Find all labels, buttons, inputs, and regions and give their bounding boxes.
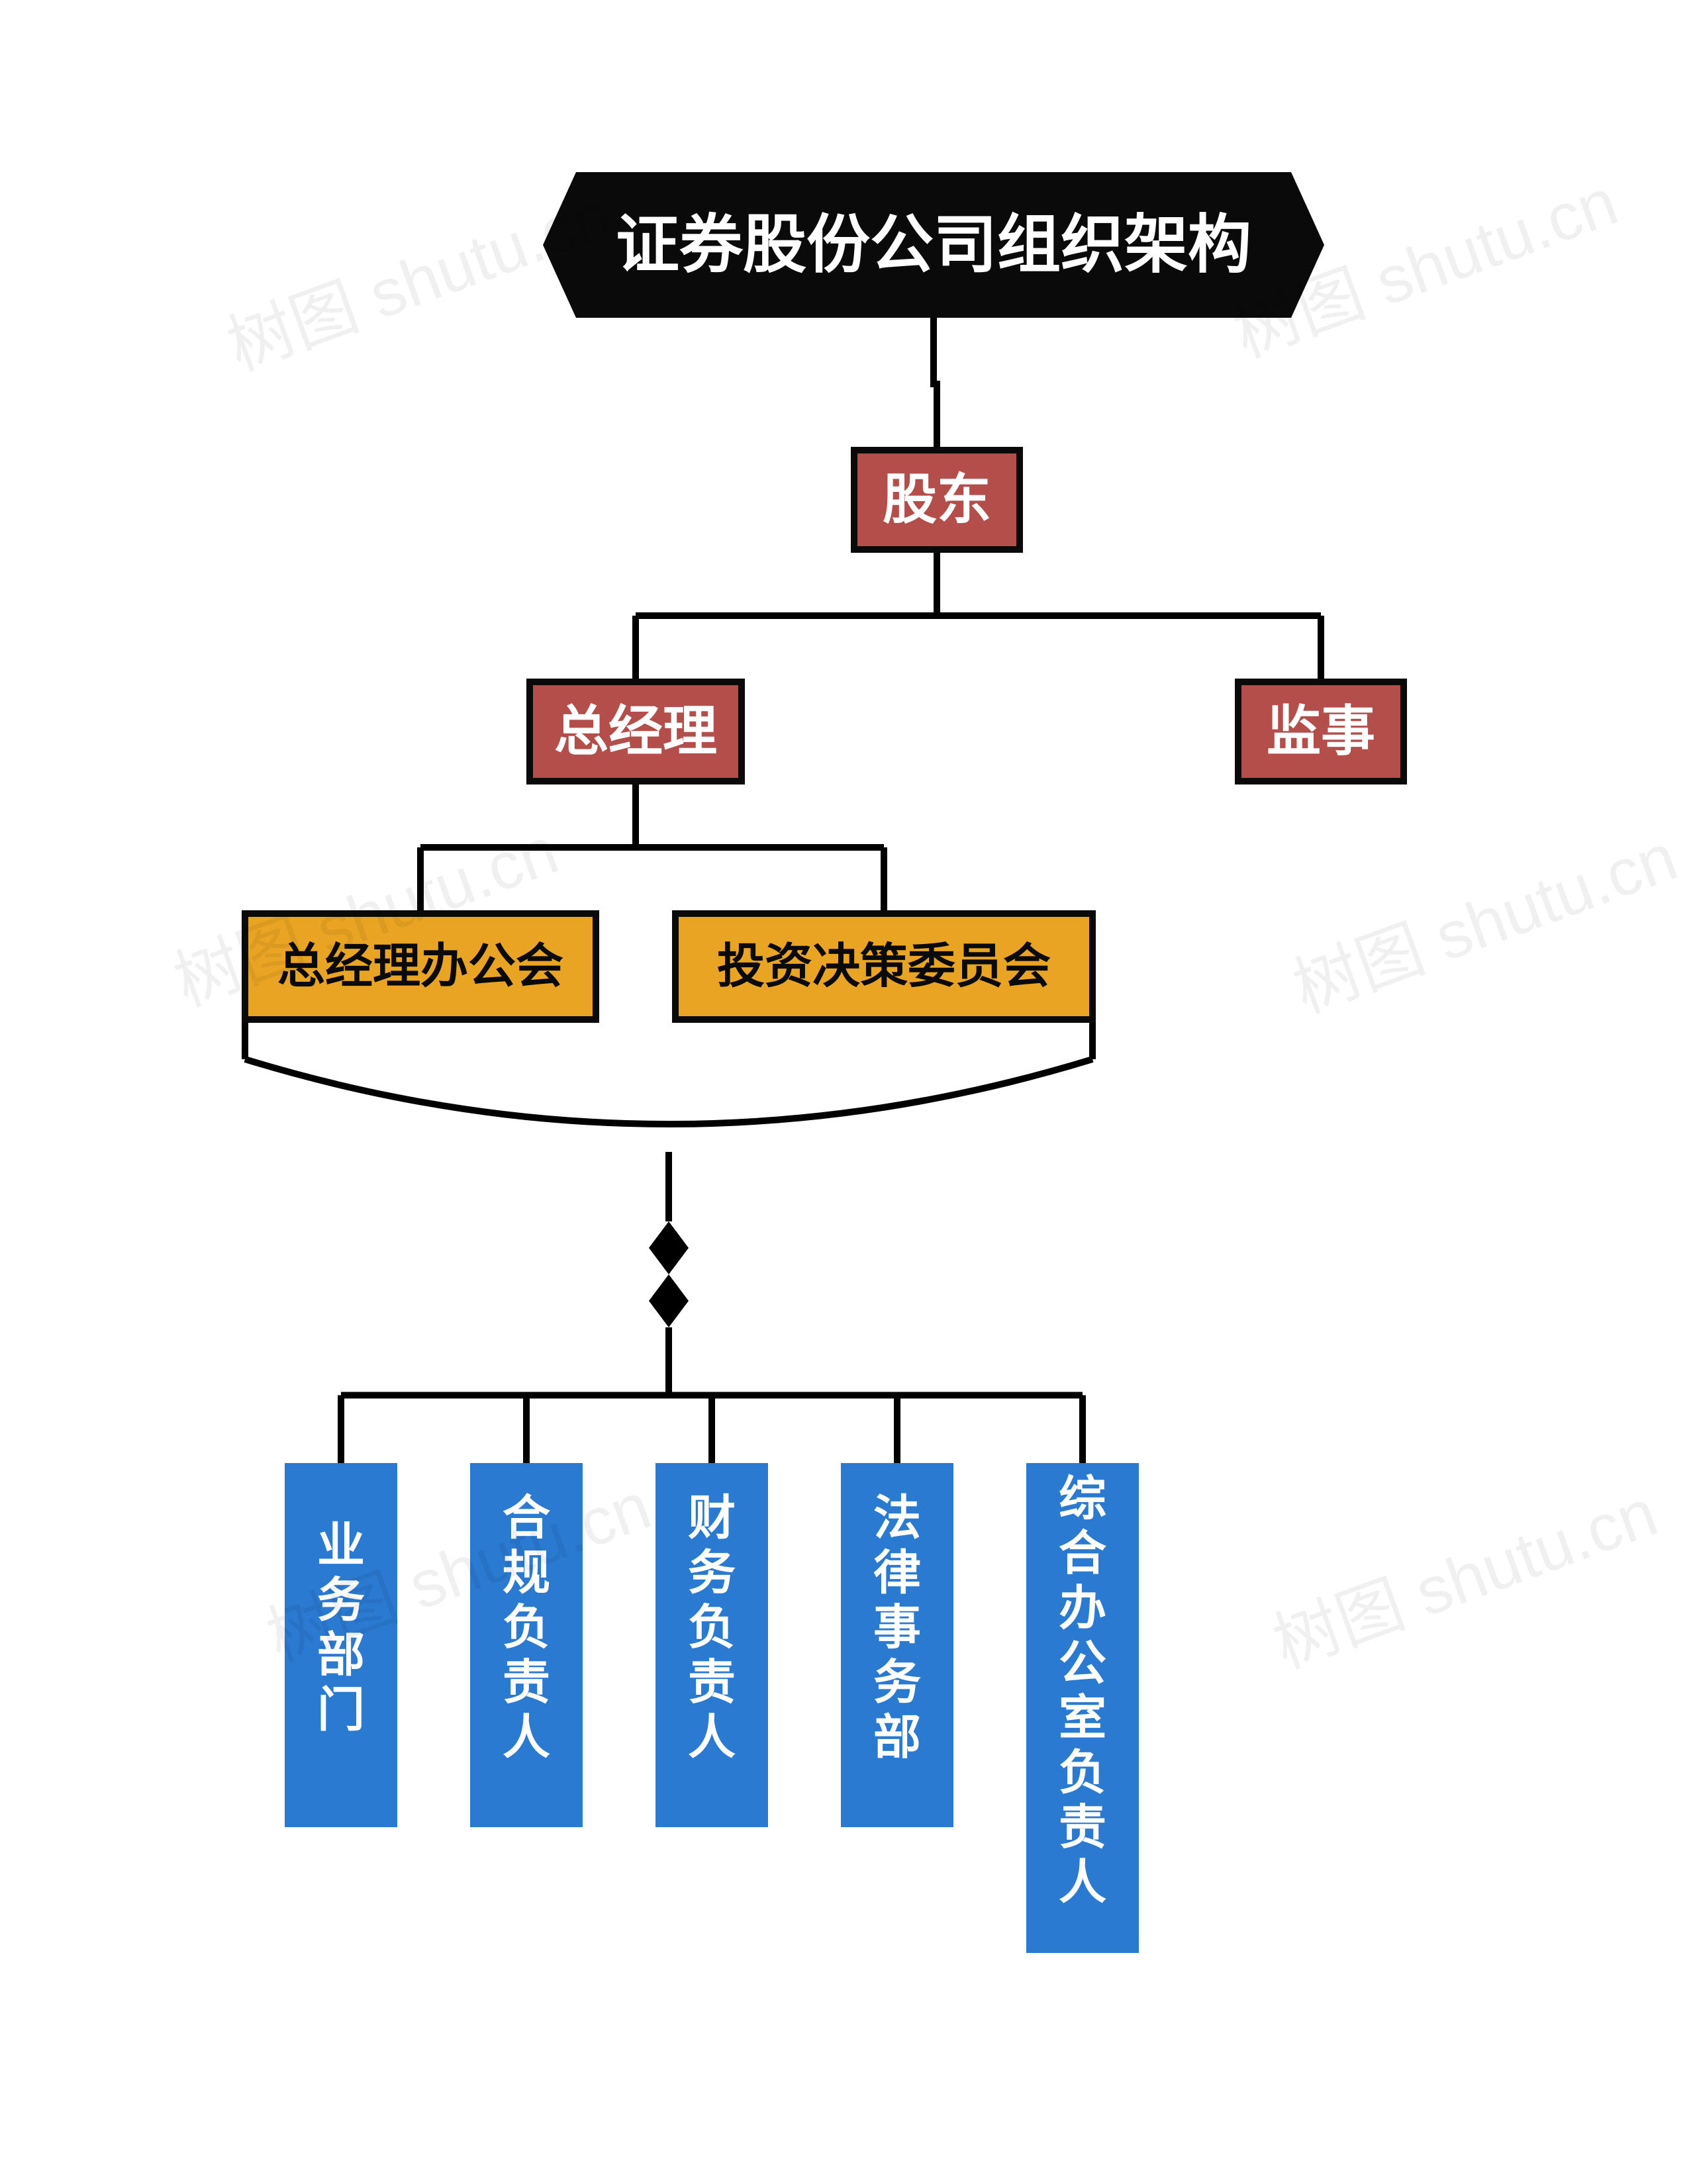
leaf-falv-label: 法律事务部 [873,1492,921,1764]
title-label: 证券股份公司组织架构 [616,210,1251,281]
node-gudong-label: 股东 [883,470,991,530]
node-touziweiyuanhui-label: 投资决策委员会 [717,940,1051,993]
leaf-caiwu-label: 财务负责人 [688,1492,736,1764]
org-chart: 证券股份公司组织架构股东总经理监事总经理办公会投资决策委员会业务部门合规负责人财… [0,0,1695,2184]
node-jianshi-label: 监事 [1267,702,1375,762]
connector-title-gudong [934,318,937,450]
node-zongjingli-label: 总经理 [554,702,717,762]
